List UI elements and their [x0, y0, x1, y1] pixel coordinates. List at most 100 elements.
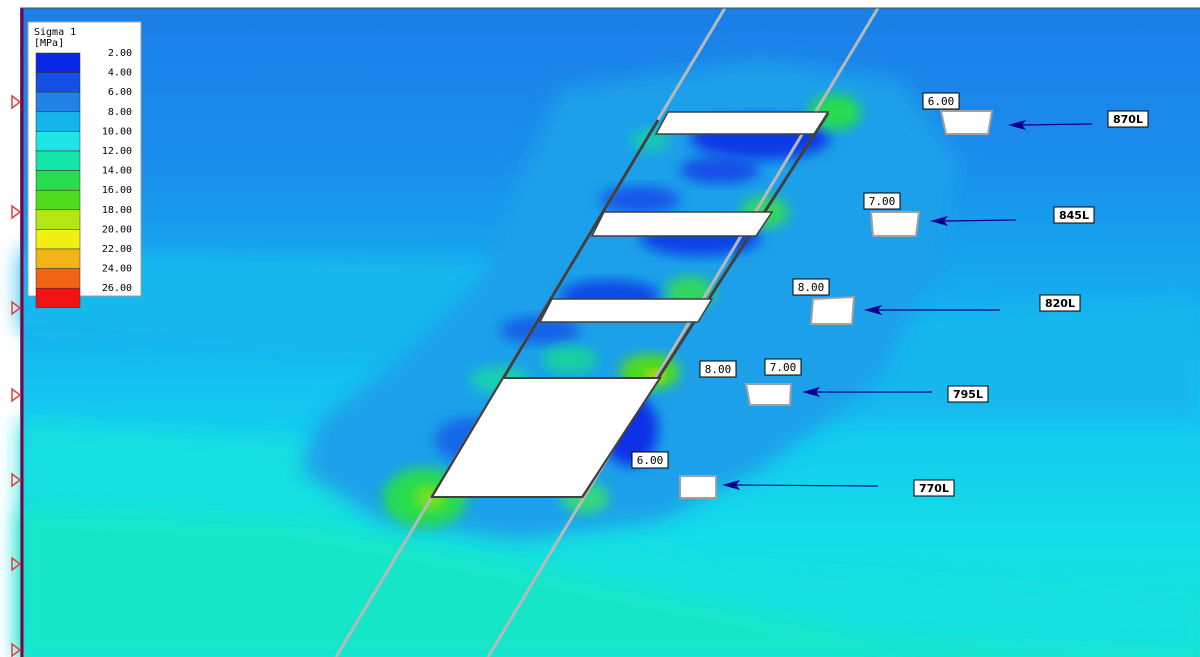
contour-label-820: 8.00: [792, 278, 830, 296]
legend-value: 12.00: [102, 146, 132, 157]
contour-label-795b: 7.00: [764, 358, 802, 376]
legend-swatch: [35, 248, 81, 269]
arrow-870-head: [1008, 120, 1026, 130]
level-label-795-text: 795L: [953, 388, 983, 401]
arrow-820-head: [864, 305, 882, 315]
legend-swatch: [35, 72, 81, 93]
level-label-770-text: 770L: [919, 482, 949, 495]
stope-795-770: [430, 377, 662, 498]
level-label-820-box: [1039, 294, 1081, 312]
legend-value: 14.00: [102, 166, 132, 177]
contour-label-795a: 8.00: [699, 360, 737, 378]
roller-support-icon: [11, 94, 22, 110]
legend-swatch: [35, 209, 81, 230]
legend-swatch: [35, 268, 81, 289]
stope-820: [538, 298, 714, 323]
drift-845: [869, 211, 921, 237]
legend-value: 26.00: [102, 283, 132, 294]
drift-820: [809, 295, 856, 325]
legend-entries: 2.00 4.00 6.00 8.00 10.00 12.00 14.00 16.00 18.0…: [35, 48, 132, 309]
arrow-845-head: [930, 216, 948, 226]
roller-support-icon: [11, 556, 22, 572]
legend-title: Sigma 1: [34, 27, 76, 38]
level-arrows: [722, 120, 1093, 490]
legend-value: 6.00: [108, 87, 132, 98]
level-labels: 870L 845L 820L 795L 770L: [913, 110, 1149, 497]
contour-label-770-text: 6.00: [637, 454, 664, 467]
low-stress-pocket-b: [600, 186, 680, 214]
legend-value: 18.00: [102, 205, 132, 216]
legend-swatch: [35, 111, 81, 132]
level-label-870-text: 870L: [1113, 113, 1143, 126]
legend: Sigma 1 [MPa] 2.00 4.00 6.00 8.00 10.00 12.00…: [27, 21, 142, 309]
legend-swatch: [35, 189, 81, 211]
arrow-770: [733, 484, 879, 487]
legend-value: 2.00: [108, 48, 132, 59]
contour-label-870: 6.00: [922, 92, 960, 110]
low-stress-pocket-c: [500, 316, 580, 344]
contour-label-770-box: [631, 451, 669, 469]
contour-label-845: 7.00: [863, 192, 901, 210]
legend-swatch: [35, 131, 81, 152]
arrow-870: [1019, 123, 1093, 126]
contour-label-820-box: [792, 278, 830, 296]
level-label-820: 820L: [1039, 294, 1081, 312]
legend-swatch: [35, 229, 81, 250]
legend-swatch: [35, 150, 81, 171]
legend-swatch: [35, 170, 81, 191]
contour-label-845-box: [863, 192, 901, 210]
level-label-845-text: 845L: [1059, 209, 1089, 222]
level-label-870: 870L: [1107, 110, 1149, 128]
level-label-820-text: 820L: [1045, 297, 1075, 310]
drift-795: [744, 383, 793, 406]
contour-band-bottom: [20, 510, 1200, 657]
legend-value: 20.00: [102, 224, 132, 235]
legend-value: 10.00: [102, 126, 132, 137]
excavations: [430, 110, 994, 499]
legend-swatch: [35, 91, 81, 113]
contour-label-845-text: 7.00: [869, 195, 896, 208]
legend-swatch: [35, 287, 81, 309]
level-label-795-box: [947, 385, 989, 403]
contour-label-870-text: 6.00: [928, 95, 955, 108]
mid-stress-a: [542, 346, 598, 374]
arrow-770-head: [722, 480, 740, 490]
legend-value: 16.00: [102, 185, 132, 196]
contour-label-795a-box: [699, 360, 737, 378]
legend-value: 4.00: [108, 68, 132, 79]
contour-label-820-text: 8.00: [798, 281, 825, 294]
level-label-845: 845L: [1053, 206, 1095, 224]
legend-value: 8.00: [108, 107, 132, 118]
contour-label-795a-text: 8.00: [705, 363, 732, 376]
contour-label-795b-box: [764, 358, 802, 376]
arrow-795-head: [802, 387, 820, 397]
level-label-770-box: [913, 479, 955, 497]
contour-label-795b-text: 7.00: [770, 361, 797, 374]
roller-support-icon: [11, 642, 22, 657]
stope-845: [590, 211, 774, 237]
arrow-845: [943, 219, 1017, 222]
roller-support-icon: [11, 387, 22, 403]
contour-labels: 6.00 7.00 8.00 8.00 7.00 6.00: [631, 92, 960, 469]
drift-870: [939, 110, 994, 135]
low-stress-pocket-a: [680, 156, 760, 184]
left-boundary: [11, 8, 24, 657]
legend-value: 24.00: [102, 264, 132, 275]
level-label-770: 770L: [913, 479, 955, 497]
contour-label-870-box: [922, 92, 960, 110]
drift-770: [679, 475, 717, 499]
contour-field: [20, 8, 1200, 657]
legend-swatch: [35, 52, 81, 73]
stope-870: [654, 111, 830, 135]
level-label-795: 795L: [947, 385, 989, 403]
contour-label-770: 6.00: [631, 451, 669, 469]
legend-unit: [MPa]: [34, 38, 64, 49]
roller-support-icon: [11, 300, 22, 316]
legend-value: 22.00: [102, 244, 132, 255]
level-label-845-box: [1053, 206, 1095, 224]
roller-support-icon: [11, 472, 22, 488]
roller-support-icon: [11, 204, 22, 220]
level-label-870-box: [1107, 110, 1149, 128]
